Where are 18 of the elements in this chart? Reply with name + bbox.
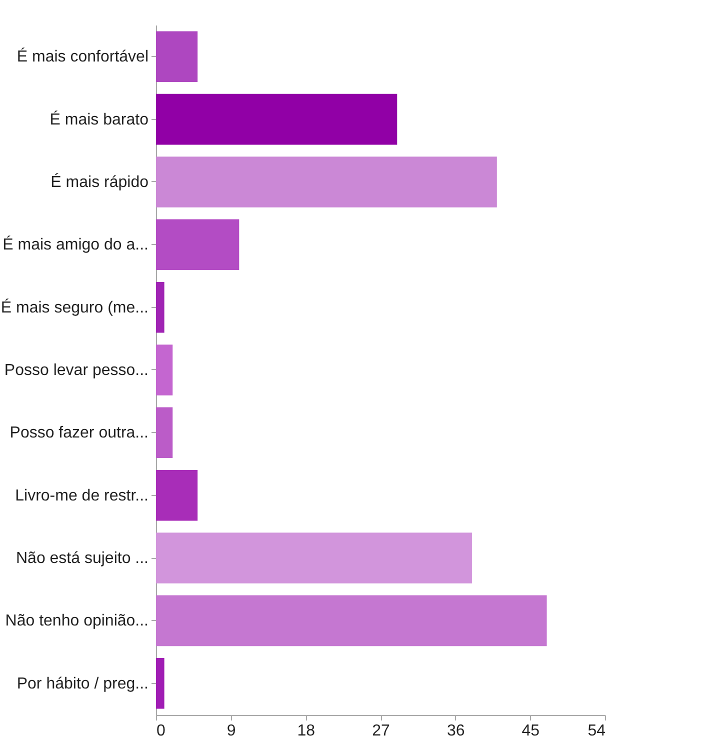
- y-tick-label: É mais seguro (me...: [0, 298, 148, 316]
- x-tick-label: 27: [372, 722, 390, 737]
- y-tick-label: É mais confortável: [16, 48, 148, 66]
- y-tick-label: Por hábito / preg...: [16, 675, 148, 692]
- x-tick-label: 0: [156, 722, 166, 737]
- y-tick-label: Não tenho opinião...: [5, 612, 148, 630]
- y-tick-label: Posso levar pesso...: [4, 362, 148, 379]
- y-tick-label: Não está sujeito ...: [16, 550, 148, 568]
- y-tick-label: Posso fazer outra...: [10, 424, 148, 442]
- x-tick-label: 18: [297, 722, 316, 737]
- x-tick-label: 36: [446, 722, 465, 737]
- x-tick-label: 45: [522, 722, 540, 737]
- x-tick-label: 54: [588, 722, 606, 737]
- y-tick-label: Livro-me de restr...: [15, 487, 148, 504]
- y-tick-label: É mais barato: [50, 110, 149, 128]
- x-tick-label: 9: [226, 722, 236, 737]
- y-tick-label: É mais rápido: [50, 172, 149, 191]
- y-tick-label: É mais amigo do a...: [2, 236, 148, 254]
